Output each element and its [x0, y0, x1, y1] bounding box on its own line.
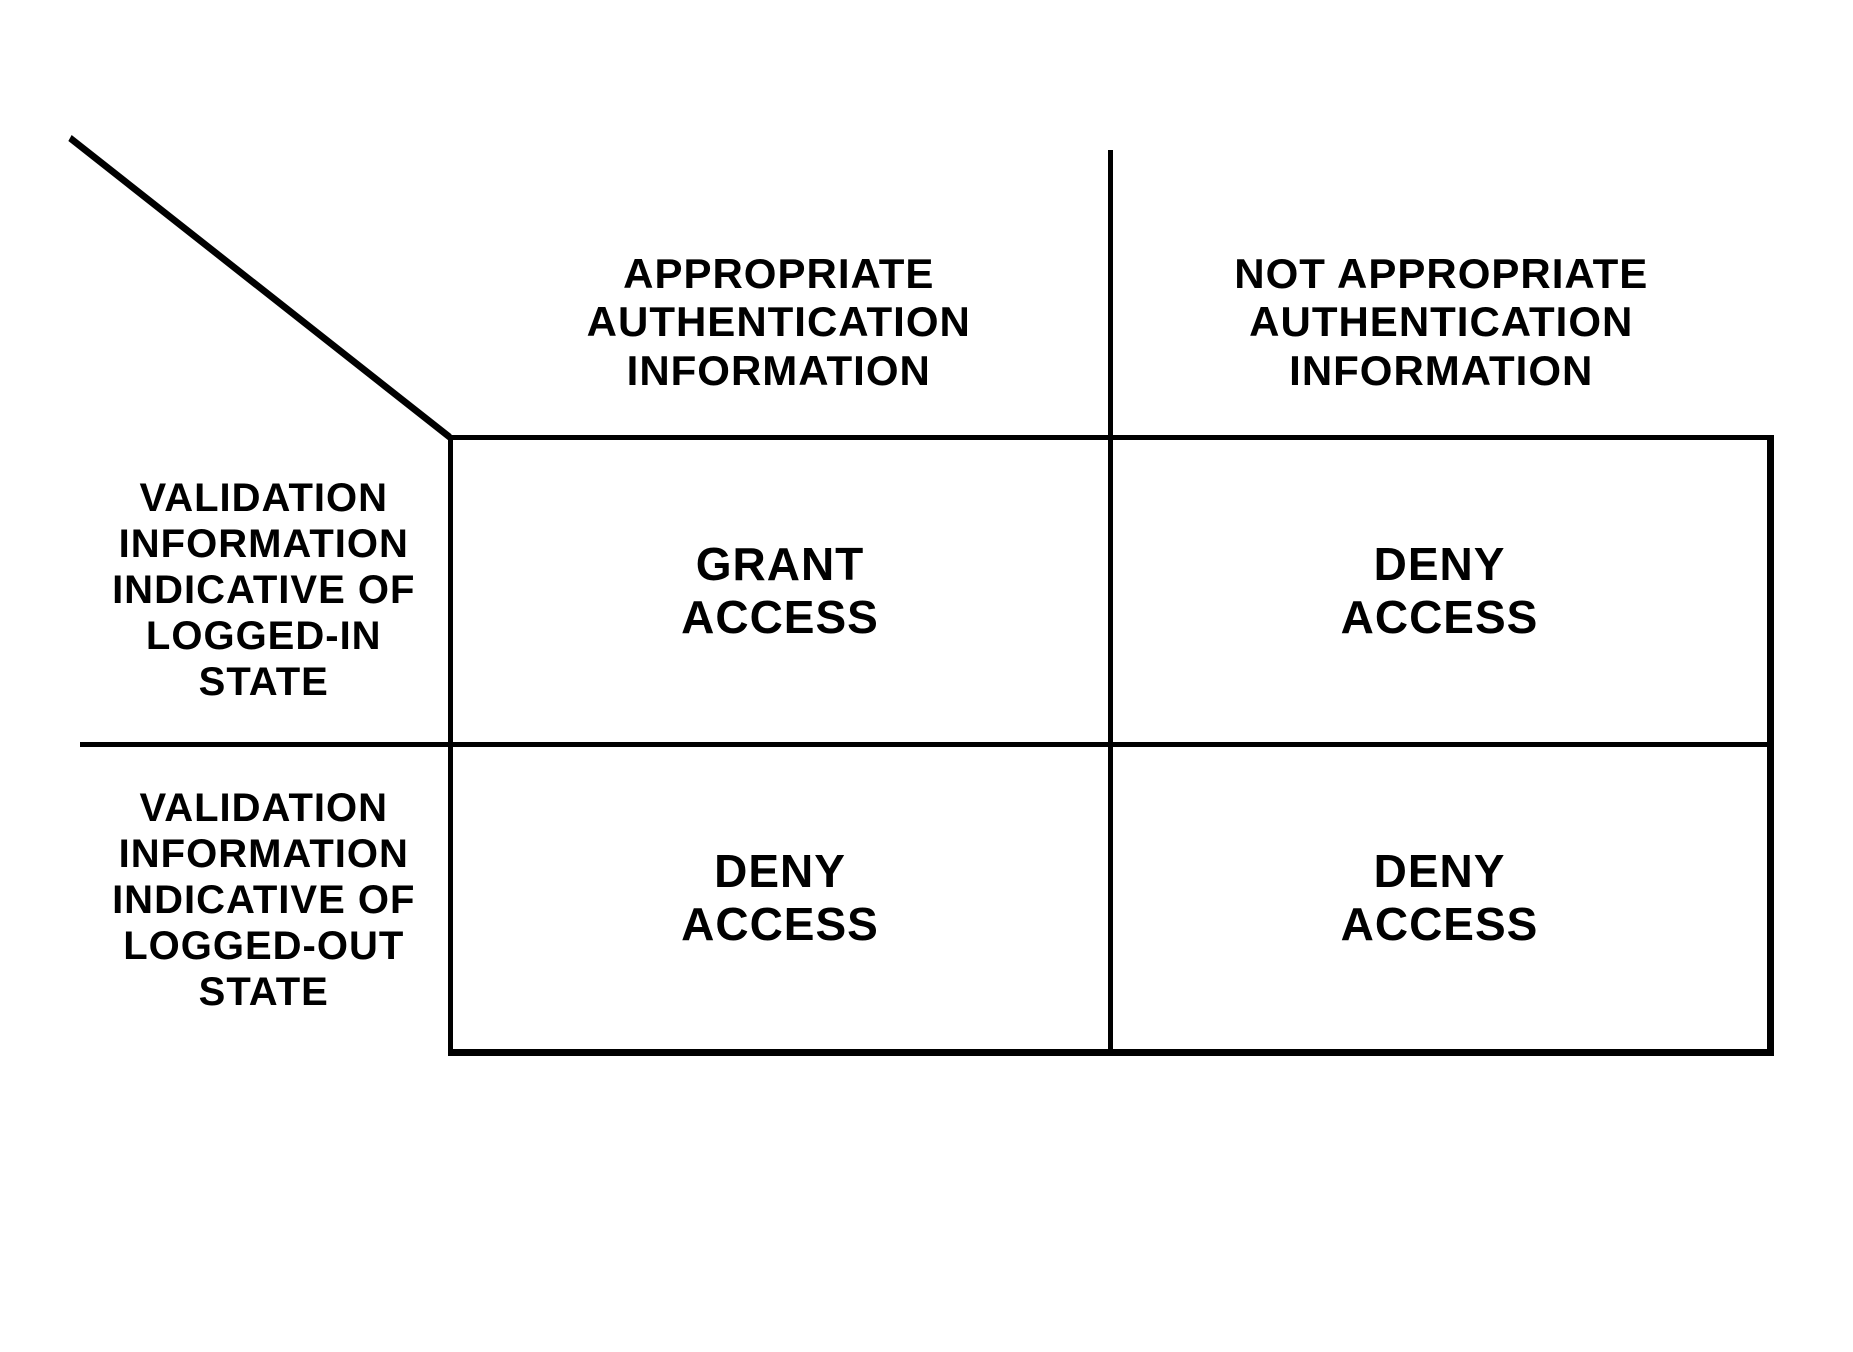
table-row: VALIDATION INFORMATION INDICATIVE OF LOG… — [80, 744, 1770, 1052]
row-header-logged-out: VALIDATION INFORMATION INDICATIVE OF LOG… — [80, 744, 450, 1052]
row-header-label: VALIDATION INFORMATION INDICATIVE OF LOG… — [112, 475, 415, 705]
matrix-table: APPROPRIATE AUTHENTICATION INFORMATION N… — [80, 150, 1774, 1056]
cell-deny-access: DENY ACCESS — [1110, 744, 1770, 1052]
cell-value: DENY ACCESS — [1341, 538, 1539, 644]
col-header-label: NOT APPROPRIATE AUTHENTICATION INFORMATI… — [1133, 250, 1751, 395]
cell-value: DENY ACCESS — [681, 845, 879, 951]
row-header-label: VALIDATION INFORMATION INDICATIVE OF LOG… — [112, 785, 415, 1015]
cell-value: GRANT ACCESS — [681, 538, 879, 644]
col-header-label: APPROPRIATE AUTHENTICATION INFORMATION — [470, 250, 1088, 395]
header-row: APPROPRIATE AUTHENTICATION INFORMATION N… — [80, 150, 1770, 437]
cell-grant-access: GRANT ACCESS — [450, 437, 1110, 744]
row-header-logged-in: VALIDATION INFORMATION INDICATIVE OF LOG… — [80, 437, 450, 744]
cell-value: DENY ACCESS — [1341, 845, 1539, 951]
table-row: VALIDATION INFORMATION INDICATIVE OF LOG… — [80, 437, 1770, 744]
decision-matrix: APPROPRIATE AUTHENTICATION INFORMATION N… — [80, 150, 1770, 1056]
col-header-not-appropriate: NOT APPROPRIATE AUTHENTICATION INFORMATI… — [1110, 150, 1770, 437]
col-header-appropriate: APPROPRIATE AUTHENTICATION INFORMATION — [450, 150, 1110, 437]
cell-deny-access: DENY ACCESS — [1110, 437, 1770, 744]
corner-diagonal — [80, 150, 450, 437]
cell-deny-access: DENY ACCESS — [450, 744, 1110, 1052]
corner-cell — [80, 150, 450, 437]
